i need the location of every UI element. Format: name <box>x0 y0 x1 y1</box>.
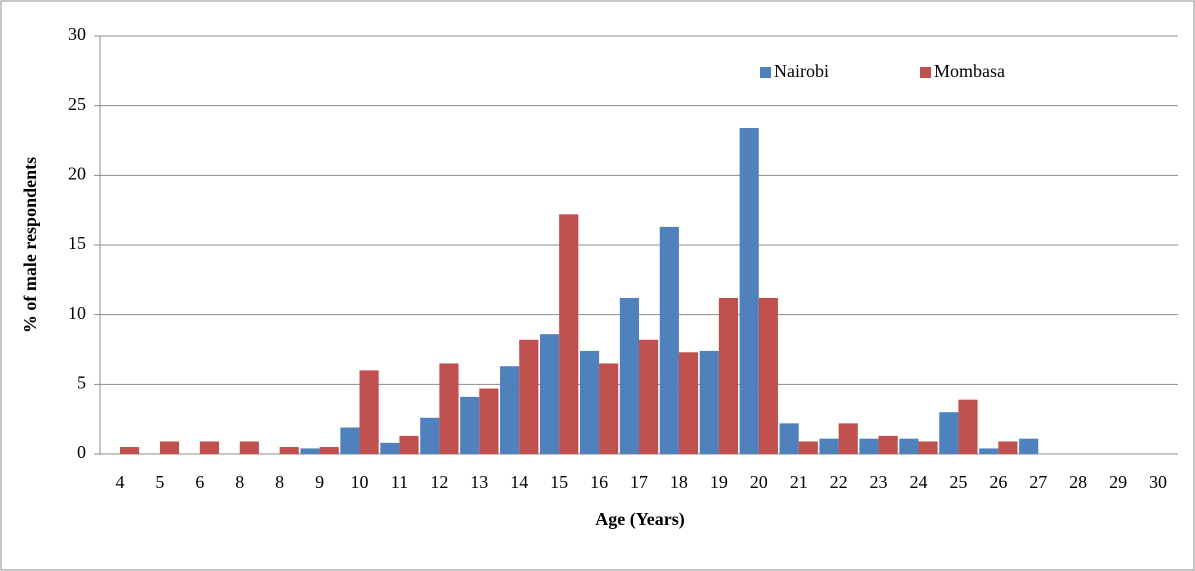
bar <box>519 339 539 454</box>
bar <box>998 441 1018 454</box>
y-tick-label: 20 <box>68 163 86 183</box>
legend-label: Mombasa <box>934 61 1005 81</box>
bar <box>838 423 858 454</box>
bar <box>878 435 898 454</box>
x-tick-label: 5 <box>155 472 164 492</box>
bar <box>819 438 839 454</box>
bar <box>718 297 739 454</box>
bar <box>559 214 579 454</box>
bar <box>739 127 759 455</box>
x-tick-label: 30 <box>1149 472 1167 492</box>
bar <box>439 363 459 454</box>
y-tick-label: 5 <box>77 372 86 392</box>
x-tick-label: 10 <box>351 472 369 492</box>
bar <box>619 297 639 454</box>
x-tick-label: 21 <box>790 472 808 492</box>
bar <box>899 438 919 454</box>
bar <box>779 423 799 454</box>
x-tick-label: 18 <box>670 472 688 492</box>
bar <box>798 441 818 454</box>
bar <box>399 435 419 454</box>
y-axis-title: % of male respondents <box>20 157 40 333</box>
x-tick-label: 24 <box>909 472 927 492</box>
x-tick-label: 27 <box>1029 472 1047 492</box>
x-tick-label: 23 <box>870 472 888 492</box>
legend-swatch <box>920 67 931 78</box>
bar <box>539 334 560 454</box>
bar <box>859 438 879 454</box>
x-tick-label: 9 <box>315 472 324 492</box>
x-tick-label: 26 <box>989 472 1007 492</box>
x-tick-label: 17 <box>630 472 648 492</box>
x-tick-label: 28 <box>1069 472 1087 492</box>
bar <box>979 448 999 454</box>
legend-label: Nairobi <box>774 61 829 81</box>
bar <box>699 350 719 454</box>
x-axis-title: Age (Years) <box>595 509 684 530</box>
bar <box>460 396 480 454</box>
bar <box>239 441 259 454</box>
y-tick-label: 30 <box>68 24 86 44</box>
bar <box>119 447 140 454</box>
y-tick-label: 10 <box>68 303 86 323</box>
bar <box>939 412 959 454</box>
x-tick-label: 15 <box>550 472 568 492</box>
bar <box>420 417 440 454</box>
x-tick-label: 8 <box>235 472 244 492</box>
legend-swatch <box>760 67 771 78</box>
bar <box>659 226 679 454</box>
x-tick-label: 25 <box>949 472 967 492</box>
bar <box>639 339 659 454</box>
x-tick-label: 20 <box>750 472 768 492</box>
bar <box>958 399 978 454</box>
bar <box>159 441 180 454</box>
bar <box>758 297 778 454</box>
x-tick-label: 12 <box>430 472 448 492</box>
x-tick-label: 14 <box>510 472 528 492</box>
bar <box>479 388 499 454</box>
x-tick-label: 29 <box>1109 472 1127 492</box>
bar <box>500 366 520 454</box>
bar <box>579 350 600 454</box>
x-tick-label: 13 <box>470 472 488 492</box>
y-tick-label: 0 <box>77 442 86 462</box>
bar <box>599 363 619 454</box>
bar <box>279 447 299 454</box>
x-tick-label: 4 <box>115 472 124 492</box>
bar <box>300 448 320 454</box>
bar <box>199 441 219 454</box>
x-tick-label: 6 <box>195 472 204 492</box>
x-tick-label: 8 <box>275 472 284 492</box>
bar <box>918 441 938 454</box>
bar <box>319 447 339 454</box>
x-tick-label: 16 <box>590 472 608 492</box>
x-tick-label: 19 <box>710 472 728 492</box>
bar <box>678 352 699 454</box>
y-tick-label: 15 <box>68 233 86 253</box>
x-tick-label: 22 <box>830 472 848 492</box>
bar <box>340 427 360 454</box>
x-tick-label: 11 <box>391 472 408 492</box>
bar <box>1019 438 1039 454</box>
bar <box>359 370 379 454</box>
bar <box>380 442 400 454</box>
y-tick-label: 25 <box>68 94 86 114</box>
